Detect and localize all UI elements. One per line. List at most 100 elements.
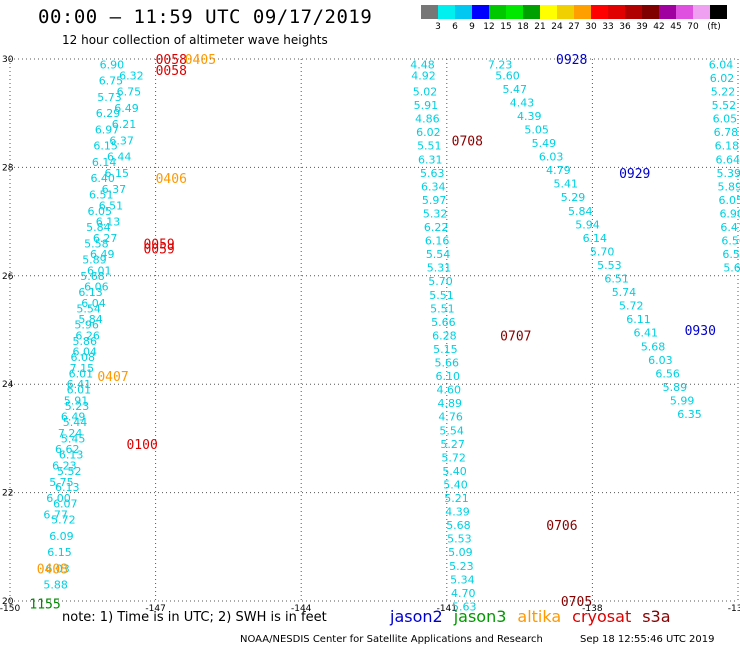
wave-height-point: 5.70 <box>590 245 615 258</box>
wave-height-point: 5.54 <box>439 424 464 437</box>
pass-time-label: 0930 <box>685 324 716 339</box>
wave-height-point: 4.39 <box>517 110 542 123</box>
wave-height-point: 6.32 <box>119 69 144 82</box>
colorbar-label: 21 <box>534 22 546 32</box>
satellite-legend-item: cryosat <box>572 607 632 626</box>
y-tick-label: 24 <box>2 380 14 390</box>
colorbar-swatch <box>642 5 659 19</box>
wave-height-point: 6.07 <box>53 497 78 510</box>
pass-time-label: 0929 <box>619 167 650 182</box>
colorbar-swatch <box>625 5 642 19</box>
colorbar-swatch <box>591 5 608 19</box>
wave-height-point: 5.54 <box>426 248 451 261</box>
wave-height-point: 6.90 <box>719 207 740 220</box>
satellite-legend-item: altika <box>517 607 562 626</box>
wave-height-point: 4.70 <box>451 587 476 600</box>
wave-height-point: 6.13 <box>96 216 121 229</box>
wave-height-point: 6.04 <box>81 297 106 310</box>
colorbar-swatch <box>506 5 523 19</box>
wave-height-point: 6.01 <box>67 384 92 397</box>
wave-height-point: 6.27 <box>93 232 118 245</box>
wave-height-point: 5.51 <box>430 302 455 315</box>
colorbar-label: 6 <box>452 22 458 32</box>
wave-height-point: 6.15 <box>105 167 130 180</box>
pass-time-label: 0928 <box>556 53 587 68</box>
wave-height-point: 5.40 <box>442 465 467 478</box>
wave-height-point: 4.60 <box>436 384 461 397</box>
wave-height-point: 5.91 <box>64 394 89 407</box>
pass-time-label: 0100 <box>126 438 157 453</box>
wave-height-point: 6.04 <box>72 346 97 359</box>
wave-height-point: 6.04 <box>709 58 734 71</box>
wave-height-point: 6.29 <box>96 107 121 120</box>
wave-height-point: 6.00 <box>46 492 71 505</box>
wave-height-point: 6.15 <box>47 546 72 559</box>
wave-height-point: 5.02 <box>413 86 438 99</box>
wave-height-point: 6.02 <box>710 72 735 85</box>
wave-height-point: 5.39 <box>717 167 740 180</box>
colorbar-label: 24 <box>551 22 563 32</box>
wave-height-point: 5.15 <box>433 343 458 356</box>
wave-height-point: 6.62 <box>55 443 80 456</box>
wave-height-point: 5.72 <box>51 514 76 527</box>
wave-height-point: 5.49 <box>532 137 557 150</box>
wave-height-point: 5.63 <box>452 600 477 613</box>
wave-height-point: 5.51 <box>429 289 454 302</box>
wave-height-point: 5.88 <box>43 579 68 592</box>
wave-height-point: 5.52 <box>57 465 82 478</box>
wave-height-point: 5.45 <box>61 432 86 445</box>
pass-time-label: 0407 <box>97 370 128 385</box>
wave-height-point: 6.51 <box>99 199 124 212</box>
wave-height-point: 5.75 <box>49 476 74 489</box>
colorbar-swatch <box>693 5 710 19</box>
wave-height-point: 5.09 <box>448 546 473 559</box>
x-tick-label: -147 <box>145 604 165 614</box>
wave-height-point: 4.79 <box>546 164 571 177</box>
wave-height-point: 6.14 <box>583 232 608 245</box>
wave-height-point: 6.28 <box>432 329 457 342</box>
wave-height-point: 6.41 <box>634 327 659 340</box>
wave-height-point: 6.37 <box>109 134 134 147</box>
wave-height-point: 5.53 <box>597 259 622 272</box>
wave-height-point: 6.97 <box>95 123 120 136</box>
wave-height-point: 5.54 <box>76 302 101 315</box>
wave-height-point: 5.31 <box>427 262 452 275</box>
wave-height-point: 5.66 <box>435 357 460 370</box>
colorbar-label: 27 <box>568 22 580 32</box>
wave-height-point: 6.01 <box>69 367 94 380</box>
colorbar-label: 15 <box>500 22 512 32</box>
colorbar-label: 3 <box>435 22 441 32</box>
wave-height-point: 7.24 <box>58 427 83 440</box>
chart-title: 00:00 – 11:59 UTC 09/17/2019 <box>38 6 373 28</box>
wave-height-point: 5.96 <box>74 319 99 332</box>
colorbar-label: 42 <box>653 22 665 32</box>
wave-height-point: 5.84 <box>86 221 111 234</box>
wave-height-point: 5.40 <box>443 478 468 491</box>
colorbar-label: (ft) <box>707 22 721 32</box>
y-tick-label: 20 <box>2 597 14 607</box>
wave-height-point: 6.14 <box>92 156 117 169</box>
colorbar-swatch <box>710 5 727 19</box>
colorbar-label: 9 <box>469 22 475 32</box>
colorbar-label: 33 <box>602 22 614 32</box>
wave-height-point: 6.90 <box>100 58 125 71</box>
wave-height-point: 5.63 <box>420 167 445 180</box>
wave-height-point: 5.68 <box>641 340 666 353</box>
x-tick-label: -150 <box>0 604 20 614</box>
wave-height-point: 5.89 <box>717 180 740 193</box>
colorbar-label: 39 <box>636 22 648 32</box>
wave-height-point: 6.01 <box>87 264 112 277</box>
y-tick-label: 26 <box>2 272 14 282</box>
wave-height-point: 6.78 <box>714 126 739 139</box>
wave-height-point: 5.41 <box>553 178 578 191</box>
wave-height-point: 6.03 <box>648 354 673 367</box>
wave-height-point: 5.84 <box>78 313 103 326</box>
pass-time-label: 0059 <box>143 237 174 252</box>
wave-height-point: 6.49 <box>114 102 139 115</box>
wave-height-point: 6.13 <box>59 449 84 462</box>
data-points: 4.484.925.025.914.866.025.516.315.636.34… <box>43 58 740 613</box>
wave-height-point: 6.56 <box>721 235 740 248</box>
wave-height-point: 6.41 <box>720 221 740 234</box>
x-tick-label: -135 <box>728 604 740 614</box>
